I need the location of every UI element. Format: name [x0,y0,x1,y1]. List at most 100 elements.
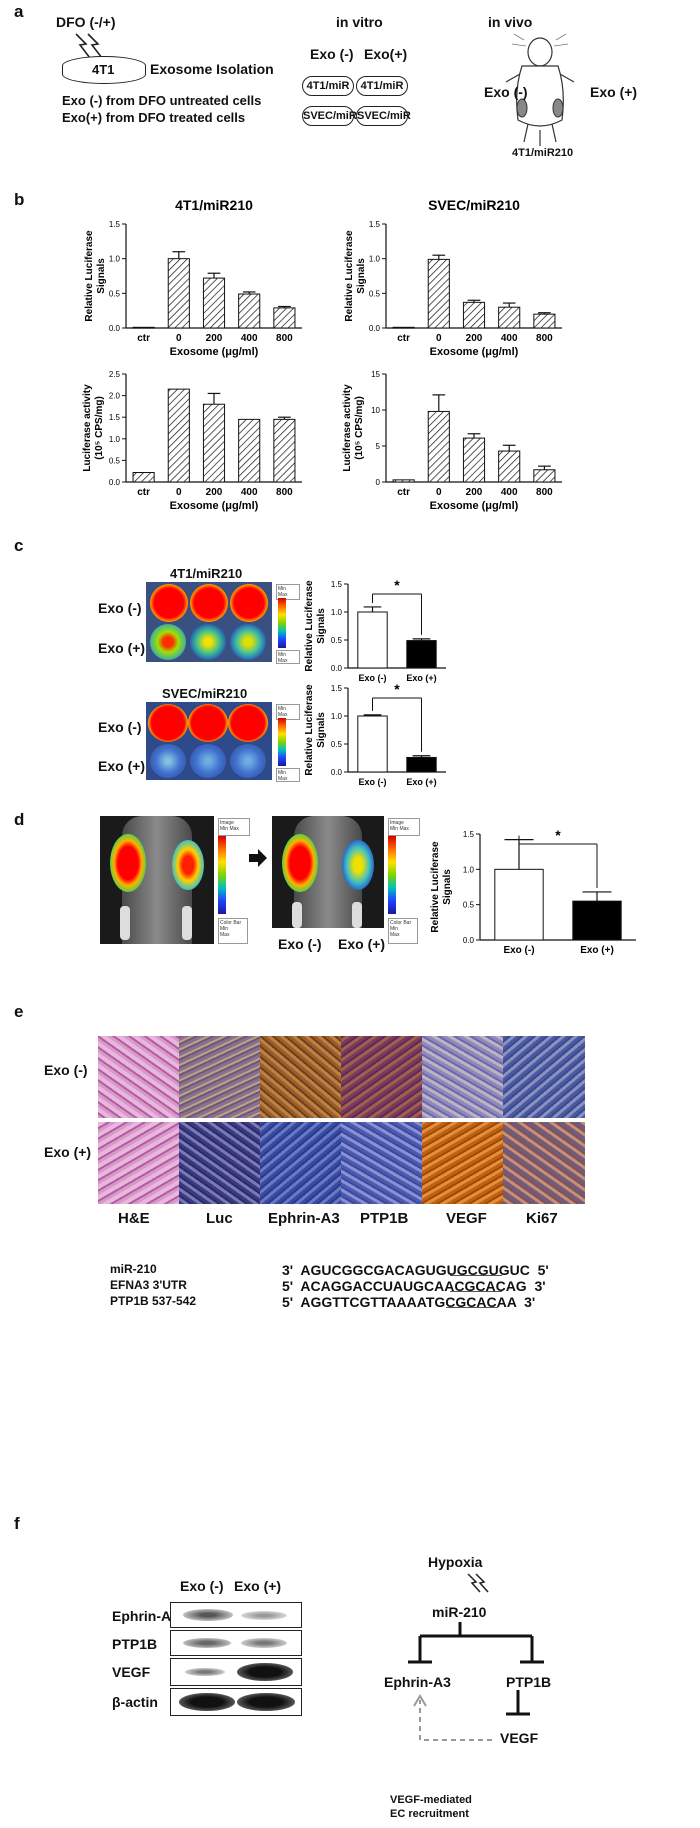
blot-label-ephrin: Ephrin-A3 [112,1608,179,1624]
x-tick-label: 200 [466,487,483,498]
x-tick-label: 800 [536,333,553,344]
d-legend-2-bottom: Color Bar Min Max [388,918,418,944]
d-exo-minus: Exo (-) [278,936,322,952]
panel-label-f: f [14,1514,20,1533]
y-tick-label: 0.5 [331,636,343,645]
c-row2-minus: Exo (-) [98,719,142,735]
x-tick-label: ctr [397,487,410,498]
y-tick-label: 1.5 [331,580,343,589]
chart-title: 4T1/miR210 [175,197,253,213]
x-tick-label: 0 [176,333,182,344]
y-tick-label: 0.0 [463,936,475,945]
c-4t1-colorbar [278,598,286,648]
f-exo-plus: Exo (+) [234,1578,282,1594]
bar [357,611,388,669]
bar [427,410,450,483]
ihc-he-plus [98,1122,191,1204]
d-exo-plus: Exo (+) [338,936,386,952]
in-vivo-label: in vivo [488,14,533,30]
bar [167,258,190,329]
chart-c-svec: 0.0 0.5 1.0 1.5 Relative LuciferaseSignals Ex… [304,681,446,787]
cell-label: 4T1 [92,62,115,77]
bar [572,900,622,941]
bar [533,469,556,483]
y-tick-label: 0.5 [331,740,343,749]
significance-marker: * [394,577,400,593]
pathway-note2: EC recruitment [390,1808,469,1820]
y-axis-label: Relative LuciferaseSignals [84,230,107,322]
y-tick-label: 1.0 [331,608,343,617]
stain-label-ki67: Ki67 [526,1210,558,1227]
x-tick-label: ctr [137,333,150,344]
y-tick-label: 0.0 [331,664,343,673]
seq-ptp1b: 5' AGGTTCGTTAAAATGCGCACAA 3' [282,1294,536,1310]
mouse-label: 4T1/miR210 [512,147,574,159]
ihc-vegf-minus [422,1036,515,1118]
x-tick-label: Exo (-) [359,673,387,683]
d-colorbar-2 [388,836,396,914]
bar [238,418,261,483]
bar [406,756,437,773]
significance-marker: * [394,681,400,697]
d-colorbar-1 [218,836,226,914]
c-row1-minus: Exo (-) [98,600,142,616]
d-legend-1-top: Image Min Max [218,818,250,836]
y-tick-label: 0.0 [109,478,121,487]
y-tick-label: 0 [376,478,381,487]
x-tick-label: Exo (+) [580,945,614,956]
ihc-ptp1b-minus [341,1036,434,1118]
x-tick-label: 800 [276,487,293,498]
blot-vegf [170,1658,302,1686]
arrow-right-icon [249,849,267,867]
chart-d-in-vivo: 0.0 0.5 1.0 1.5 Relative LuciferaseSignals Ex… [430,827,636,956]
y-tick-label: 1.0 [109,435,121,444]
chart-b-svec-activity: 0 5 10 15 Luciferase activity(10⁵ CPS/mg) ctr… [342,370,562,512]
c-4t1-legend-bottom: Min Max [276,650,300,664]
invitro-exo-minus: Exo (-) [310,46,354,62]
lightning-icon [75,33,103,59]
y-axis-label: Relative LuciferaseSignals [344,230,367,322]
y-tick-label: 1.5 [109,220,121,229]
y-tick-label: 2.0 [109,392,121,401]
e-row-minus: Exo (-) [44,1062,88,1078]
seed-underline-1 [450,1275,502,1276]
y-tick-label: 1.0 [109,255,121,264]
c-svec-legend-top: Min Max [276,704,300,720]
x-tick-label: 800 [536,487,553,498]
y-tick-label: 1.0 [369,255,381,264]
stain-label-he: H&E [118,1210,150,1227]
well-4t1-minus: 4T1/miR [302,76,354,96]
bar [494,868,544,941]
panel-label-c: c [14,536,24,555]
x-tick-label: Exo (-) [503,945,534,956]
blot-label-actin: β-actin [112,1694,158,1710]
chart-title: SVEC/miR210 [428,197,520,213]
ihc-vegf-plus [422,1122,515,1204]
bar [406,640,437,669]
y-tick-label: 1.5 [331,684,343,693]
seed-underline-2 [450,1291,502,1292]
pathway-hypoxia: Hypoxia [428,1554,483,1570]
e-row-plus: Exo (+) [44,1144,92,1160]
bar [462,437,486,483]
ihc-he-minus [98,1036,191,1118]
ihc-luc-plus [179,1122,272,1204]
y-axis-label: Relative LuciferaseSignals [304,580,327,672]
y-axis-label: Relative LuciferaseSignals [304,684,327,776]
x-tick-label: Exo (+) [406,777,436,787]
pathway-ptp1b: PTP1B [506,1674,552,1690]
exosome-isolation-label: Exosome Isolation [150,61,274,77]
panel-label-e: e [14,1002,24,1021]
note-treated: Exo(+) from DFO treated cells [62,110,246,125]
panel-label-b: b [14,190,25,209]
c-svec-colorbar [278,718,286,766]
c-svec-legend-bottom: Min Max [276,768,300,782]
bar [202,277,226,329]
bar [533,313,556,329]
x-tick-label: 800 [276,333,293,344]
x-tick-label: 0 [436,333,442,344]
chart-b-4t1-activity: 0.0 0.5 1.0 1.5 2.0 2.5 Luciferase activity(10… [82,370,302,512]
d-legend-1-bottom: Color Bar Min Max [218,918,248,944]
bar [427,258,450,329]
